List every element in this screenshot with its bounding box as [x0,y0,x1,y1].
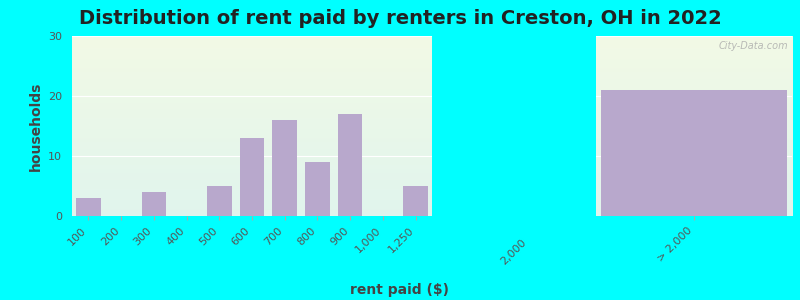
Bar [273,120,297,216]
Bar [142,192,166,216]
Bar [338,114,362,216]
Bar [403,186,428,216]
Text: rent paid ($): rent paid ($) [350,283,450,297]
Bar [76,198,101,216]
Text: City-Data.com: City-Data.com [718,41,788,51]
Bar [305,162,330,216]
Text: 2,000: 2,000 [499,238,529,267]
Text: Distribution of rent paid by renters in Creston, OH in 2022: Distribution of rent paid by renters in … [78,9,722,28]
Bar [601,90,787,216]
Bar [207,186,231,216]
Bar [240,138,264,216]
Y-axis label: households: households [29,81,42,171]
